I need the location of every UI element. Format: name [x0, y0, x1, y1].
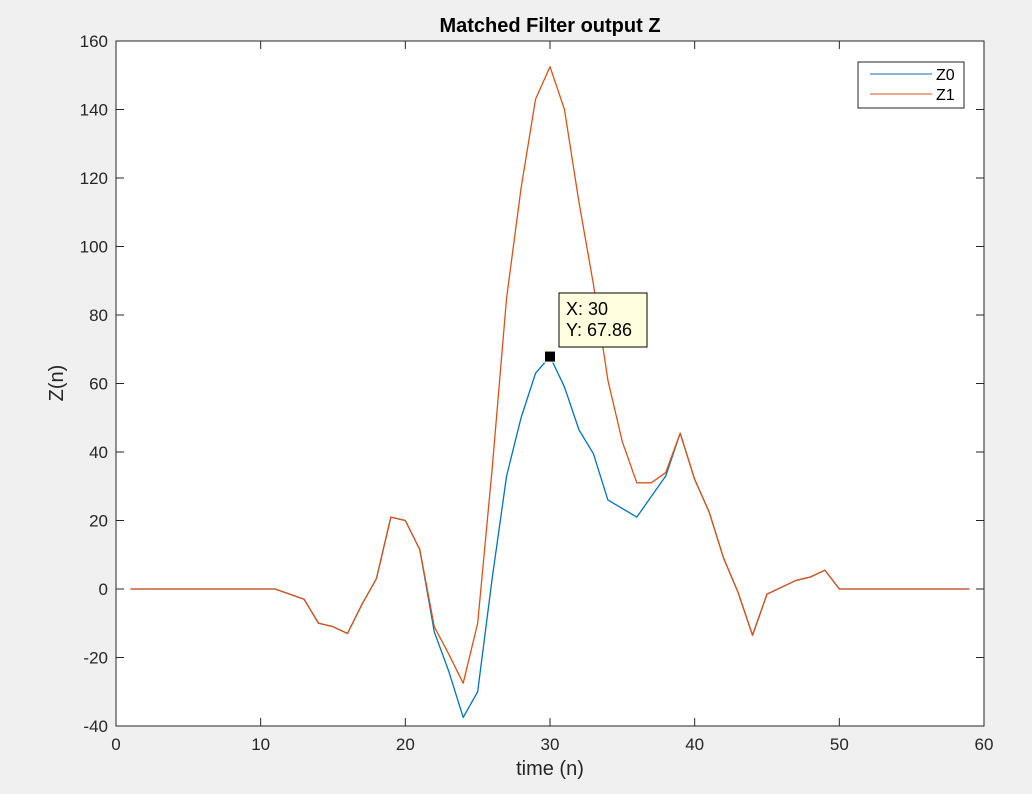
y-tick-label: -40 — [83, 717, 108, 736]
x-tick-label: 20 — [396, 735, 415, 754]
plot-area[interactable] — [116, 41, 984, 726]
datatip-box — [558, 292, 648, 348]
x-tick-label: 60 — [975, 735, 994, 754]
datatip-y-text: Y: 67.86 — [566, 320, 632, 340]
y-tick-label: 40 — [89, 443, 108, 462]
y-tick-label: 120 — [80, 169, 108, 188]
x-tick-label: 0 — [111, 735, 120, 754]
y-tick-label: -20 — [83, 649, 108, 668]
x-axis-label: time (n) — [516, 758, 584, 780]
y-tick-label: 20 — [89, 512, 108, 531]
y-tick-label: 160 — [80, 32, 108, 51]
y-tick-label: 80 — [89, 306, 108, 325]
datatip-x-text: X: 30 — [566, 299, 608, 319]
x-tick-label: 10 — [251, 735, 270, 754]
legend-box — [857, 61, 965, 109]
y-axis-label: Z(n) — [46, 365, 68, 402]
y-tick-label: 140 — [80, 101, 108, 120]
x-tick-label: 30 — [541, 735, 560, 754]
y-tick-label: 0 — [99, 580, 108, 599]
datatip-marker[interactable] — [544, 350, 556, 363]
series-line-z1[interactable] — [130, 66, 970, 684]
legend[interactable]: Z0 Z1 — [857, 61, 965, 109]
legend-label-z1: Z1 — [936, 87, 955, 104]
x-tick-label: 40 — [685, 735, 704, 754]
y-tick-label: 60 — [89, 375, 108, 394]
datatip[interactable]: X: 30 Y: 67.86 — [544, 292, 648, 363]
legend-label-z0: Z0 — [936, 67, 955, 84]
chart-title: Matched Filter output Z — [439, 15, 660, 37]
x-tick-label: 50 — [830, 735, 849, 754]
tick-layer: 0 10 20 30 40 50 60 -40 -20 0 20 40 60 80 100 120 140 160 — [80, 32, 994, 754]
y-tick-label: 100 — [80, 238, 108, 257]
